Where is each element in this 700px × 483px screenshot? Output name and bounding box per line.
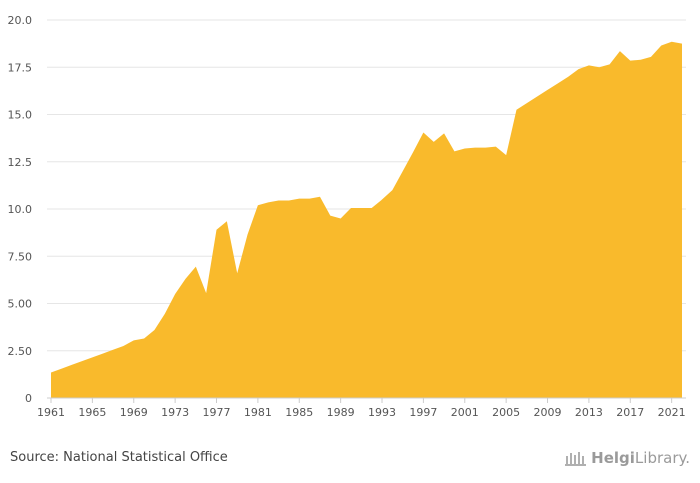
logo-text-library: Library. bbox=[634, 449, 690, 467]
x-tick-label: 1981 bbox=[244, 406, 272, 419]
series-area bbox=[51, 41, 682, 398]
x-tick-label: 1965 bbox=[78, 406, 106, 419]
y-tick-label: 5.00 bbox=[8, 298, 33, 311]
y-axis-ticks: 0 2.50 5.00 7.50 10.0 12.5 15.0 17.5 20.0 bbox=[8, 14, 33, 405]
y-tick-label: 2.50 bbox=[8, 345, 33, 358]
x-tick-label: 2021 bbox=[658, 406, 686, 419]
y-tick-label: 15.0 bbox=[8, 109, 33, 122]
helgi-library-logo: HelgiLibrary. bbox=[565, 449, 690, 467]
x-tick-label: 1993 bbox=[368, 406, 396, 419]
library-building-icon bbox=[565, 452, 587, 466]
x-tick-label: 1989 bbox=[327, 406, 355, 419]
x-tick-label: 2013 bbox=[575, 406, 603, 419]
x-tick-label: 1961 bbox=[37, 406, 65, 419]
y-tick-label: 17.5 bbox=[8, 61, 33, 74]
x-tick-label: 2017 bbox=[616, 406, 644, 419]
x-tick-label: 2009 bbox=[534, 406, 562, 419]
logo-text-helgi: Helgi bbox=[591, 449, 635, 467]
y-tick-label: 0 bbox=[25, 392, 32, 405]
source-note: Source: National Statistical Office bbox=[10, 450, 228, 465]
x-tick-label: 2001 bbox=[451, 406, 479, 419]
x-tick-label: 1977 bbox=[203, 406, 231, 419]
x-tick-label: 2005 bbox=[492, 406, 520, 419]
x-tick-label: 1973 bbox=[161, 406, 189, 419]
y-tick-label: 12.5 bbox=[8, 156, 33, 169]
y-tick-label: 10.0 bbox=[8, 203, 33, 216]
x-tick-label: 1985 bbox=[285, 406, 313, 419]
y-tick-label: 20.0 bbox=[8, 14, 33, 27]
y-tick-label: 7.50 bbox=[8, 250, 33, 263]
x-tick-label: 1969 bbox=[120, 406, 148, 419]
x-axis-ticks: 1961 1965 1969 1973 1977 1981 1985 1989 1993 1997… bbox=[37, 398, 686, 419]
x-tick-label: 1997 bbox=[409, 406, 437, 419]
